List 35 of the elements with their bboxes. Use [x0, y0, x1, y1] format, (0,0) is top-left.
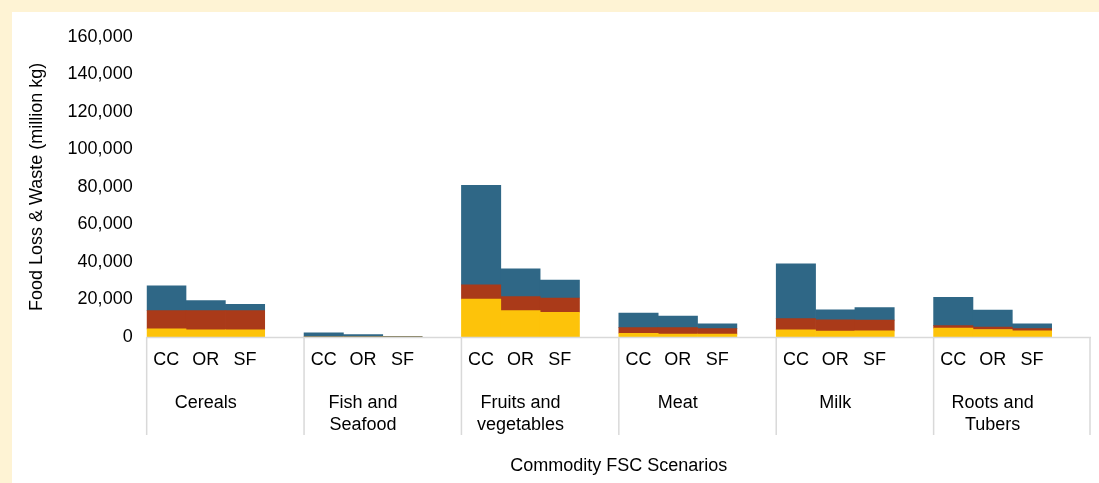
- x-tick-label: OR: [979, 348, 1007, 369]
- x-tick-label: CC: [782, 348, 809, 369]
- text: Meat: [657, 391, 698, 412]
- text: Fish and Seafood: [328, 391, 398, 434]
- text: Fruits and vegetables: [476, 391, 564, 434]
- y-tick-label: 100,000: [67, 138, 133, 159]
- y-axis-title: Food Loss & Waste (million kg): [25, 62, 46, 312]
- x-tick-label: SF: [863, 348, 887, 369]
- x-axis-title: Commodity FSC Scenarios: [510, 455, 728, 476]
- x-tick-label: SF: [233, 348, 257, 369]
- x-tick-label: OR: [349, 348, 377, 369]
- x-tick-label: SF: [548, 348, 572, 369]
- y-tick-label: 40,000: [77, 250, 133, 271]
- x-tick-label: CC: [940, 348, 967, 369]
- x-tick-label: OR: [506, 348, 534, 369]
- x-tick-label: SF: [705, 348, 729, 369]
- y-tick-label: 20,000: [77, 288, 133, 309]
- x-tick-label: OR: [664, 348, 692, 369]
- y-tick-label: 60,000: [77, 213, 133, 234]
- x-tick-label: OR: [821, 348, 849, 369]
- x-tick-label: CC: [625, 348, 652, 369]
- text: Cereals: [174, 391, 237, 412]
- y-tick-label: 0: [122, 325, 133, 346]
- x-tick-label: CC: [468, 348, 495, 369]
- x-tick-label: SF: [1020, 348, 1044, 369]
- y-tick-label: 160,000: [67, 25, 133, 46]
- x-tick-label: OR: [192, 348, 220, 369]
- x-tick-label: SF: [390, 348, 414, 369]
- text: Milk: [819, 391, 853, 412]
- x-tick-label: CC: [153, 348, 180, 369]
- text: Roots and Tubers: [951, 391, 1034, 434]
- x-tick-label: CC: [310, 348, 337, 369]
- y-tick-label: 80,000: [77, 175, 133, 196]
- y-tick-label: 140,000: [67, 63, 133, 84]
- y-tick-label: 120,000: [67, 100, 133, 121]
